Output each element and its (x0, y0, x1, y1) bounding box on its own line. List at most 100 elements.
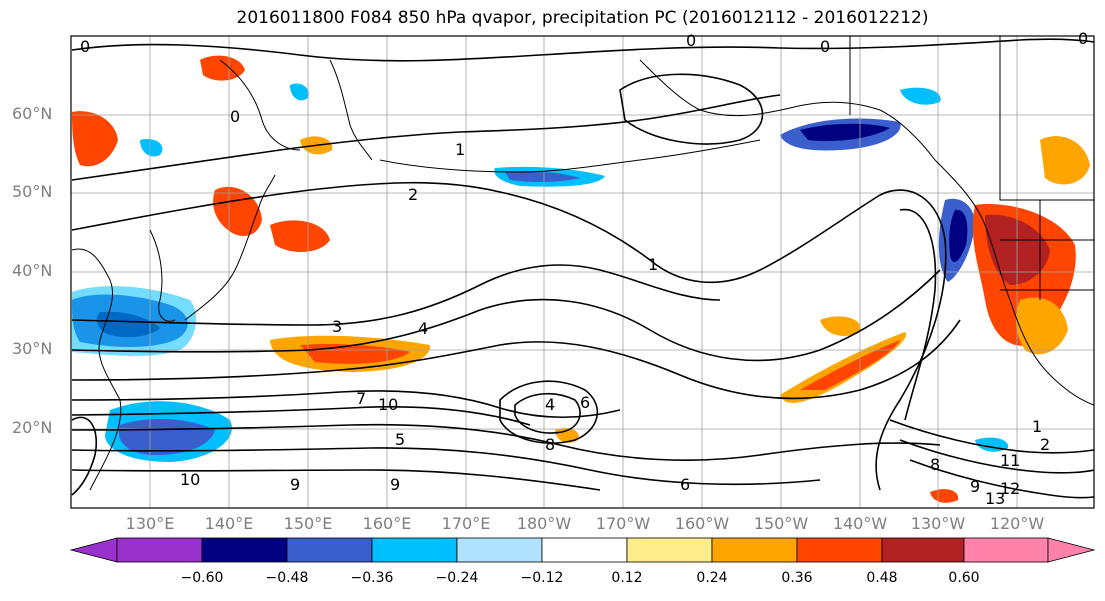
colorbar-tick-label: 0.60 (948, 570, 980, 586)
contour-label: 9 (970, 477, 980, 496)
shade-patch-6 (820, 316, 861, 336)
shade-negative-west-coast-core (949, 209, 968, 263)
shade-patch-3 (900, 87, 941, 105)
shade-positive-west-coast-edge (1015, 297, 1068, 355)
contour-label: 0 (230, 107, 240, 126)
lat-label: 60°N (12, 104, 53, 123)
colorbar-segment (541, 537, 628, 563)
contour-loop-subtropical-high-2 (514, 392, 581, 434)
lon-label: 130°W (910, 514, 966, 533)
shade-positive-diagonal-core (800, 340, 900, 390)
contour-line-1 (71, 94, 781, 181)
contour-line-10 (71, 469, 601, 491)
contour-label: 5 (395, 430, 405, 449)
contour-label: 1 (1032, 417, 1042, 436)
qvapor-contours (71, 38, 1094, 499)
colorbar-extend-high (1047, 537, 1096, 563)
coastline-japan (184, 174, 276, 321)
coastline-kamchatka (329, 59, 373, 161)
contour-label: 3 (332, 317, 342, 336)
contour-label: 8 (930, 455, 940, 474)
contour-label: 0 (1078, 29, 1088, 48)
lat-label: 30°N (12, 339, 53, 358)
shade-patch-8 (930, 489, 959, 503)
contour-label: 11 (1000, 451, 1020, 470)
coastline-north-america (934, 159, 1094, 406)
map-title: 2016011800 F084 850 hPa qvapor, precipit… (236, 8, 929, 28)
shade-negative-north-strip-core (505, 171, 580, 183)
contour-label: 0 (80, 37, 90, 56)
shade-patch-1 (290, 83, 309, 101)
shade-negative-south-core (118, 418, 215, 456)
contour-label: 0 (686, 31, 696, 50)
colorbar-tick-label: −0.24 (435, 570, 479, 586)
lon-label: 140°W (832, 514, 888, 533)
coastline-okhotsk (219, 59, 301, 151)
map-frame (70, 35, 1095, 509)
colorbar (69, 537, 1096, 563)
coastline-korea (149, 229, 176, 322)
contour-label: 2 (1040, 435, 1050, 454)
contour-label: 4 (545, 395, 555, 414)
contour-label: 4 (418, 319, 428, 338)
colorbar-segment (881, 537, 965, 563)
lon-label: 120°W (989, 514, 1045, 533)
contour-label: 1 (455, 140, 465, 159)
colorbar-tick-label: 0.24 (696, 570, 728, 586)
colorbar-segment (456, 537, 543, 563)
colorbar-segment (963, 537, 1049, 563)
colorbar-extend-low (69, 537, 118, 563)
contour-label: 7 (356, 389, 366, 408)
colorbar-segment (201, 537, 288, 563)
lon-label: 160°W (674, 514, 730, 533)
colorbar-tick-label: 0.12 (611, 570, 643, 586)
coastline-aleutians (379, 139, 761, 173)
colorbar-segment (626, 537, 713, 563)
lon-label: 150°E (283, 514, 333, 533)
colorbar-tick-label: −0.60 (180, 570, 224, 586)
contour-loop-east-trough (875, 189, 947, 491)
shade-patch-2 (140, 139, 163, 157)
contour-label: 9 (290, 475, 300, 494)
contour-label: 10 (378, 395, 398, 414)
colorbar-tick-label: −0.12 (520, 570, 564, 586)
lon-label: 180°W (516, 514, 572, 533)
colorbar-tick-label: −0.36 (350, 570, 394, 586)
coastline-us-states (1000, 200, 1094, 300)
colorbar-segment (796, 537, 883, 563)
contour-line-11 (889, 419, 1094, 454)
colorbar-segment (286, 537, 373, 563)
contour-label: 8 (545, 435, 555, 454)
lon-label: 130°E (125, 514, 175, 533)
shade-positive-north (200, 55, 245, 81)
coastline-alaska (639, 59, 936, 161)
contour-loop-east-trough-2 (899, 208, 937, 421)
lat-label: 40°N (12, 261, 53, 280)
coastlines (71, 36, 1094, 491)
contour-loop-west (71, 416, 97, 496)
contour-loop-subtropical-high (499, 380, 599, 444)
precip-shading (72, 55, 1090, 503)
contour-line-5 (71, 319, 961, 400)
lon-label: 150°W (753, 514, 809, 533)
shade-positive-west-edge (72, 111, 118, 167)
contour-line-6 (71, 390, 621, 419)
lat-label: 20°N (12, 418, 53, 437)
contour-line-12 (899, 439, 1094, 474)
contour-line-7 (71, 405, 531, 426)
contour-line-3 (71, 264, 721, 326)
coastline-east-asia (71, 248, 122, 491)
contour-label: 13 (985, 489, 1005, 508)
shade-positive-west-coast-core (985, 214, 1050, 285)
contour-label: 6 (680, 475, 690, 494)
contour-label: 9 (390, 475, 400, 494)
contour-line-13 (909, 459, 1094, 499)
contour-label: 1 (648, 255, 658, 274)
contour-label: 12 (1000, 479, 1020, 498)
colorbar-tick-label: 0.48 (866, 570, 898, 586)
contour-label: 6 (580, 393, 590, 412)
colorbar-segment (711, 537, 798, 563)
colorbar-tick-label: 0.36 (781, 570, 813, 586)
contour-line-2 (71, 181, 881, 284)
